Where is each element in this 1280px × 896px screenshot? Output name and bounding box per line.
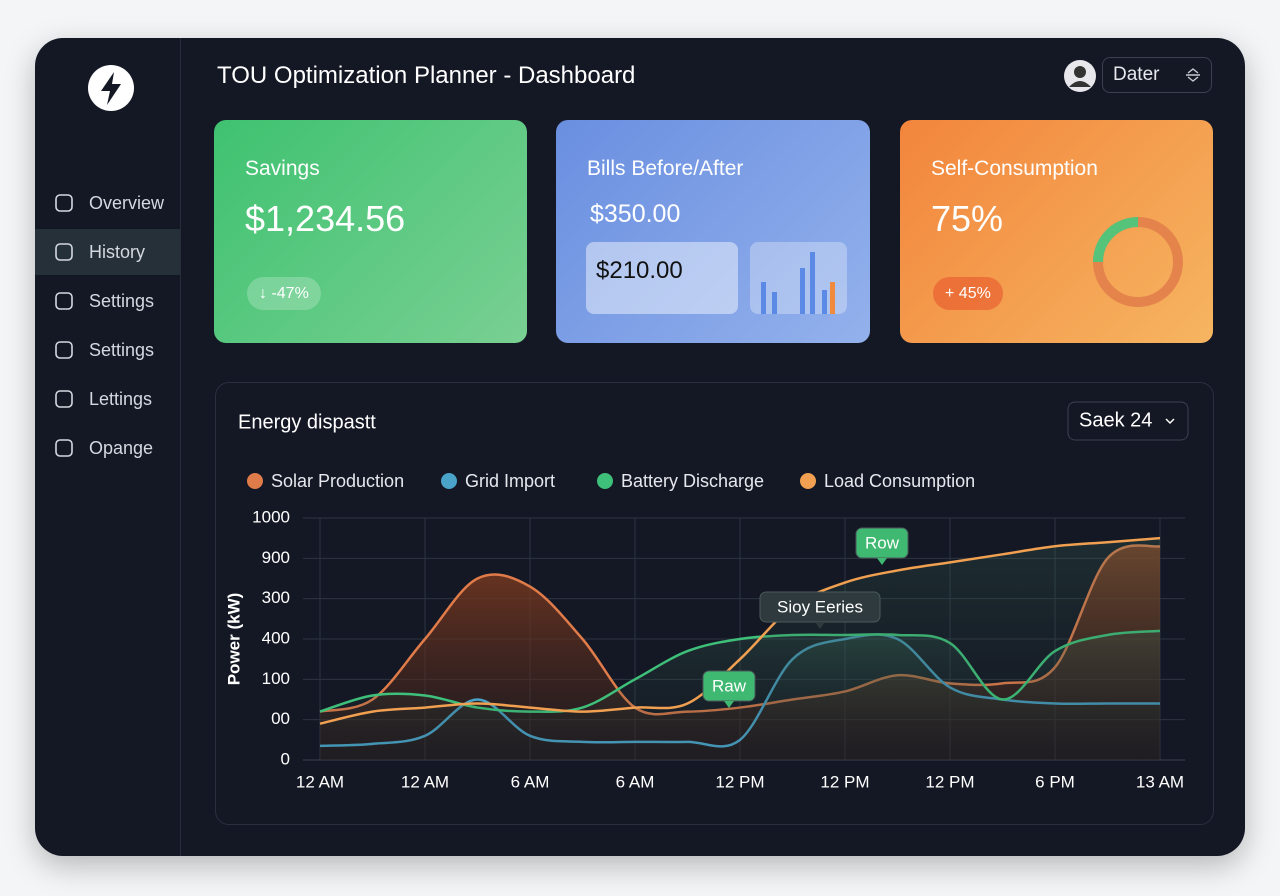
annotation-pointer [815,622,825,629]
select-arrow [1165,418,1175,425]
nav-label: Opange [89,438,154,458]
card-badge: ↓ -47% [247,277,321,310]
app-frame: Overview History Settings Settings Lettings O… [35,38,1245,856]
nav-item[interactable]: Settings [35,278,180,324]
nav-label: History [89,242,146,262]
card-value: 75% [931,198,1004,239]
nav-label: Settings [89,340,155,360]
legend-swatch [800,473,816,489]
x-tick-label: 13 AM [1136,772,1184,791]
chart-panel: Energy dispastt Saek 24 Power (kW) 0 00 10… [215,382,1214,825]
range-select[interactable] [1067,401,1189,441]
y-tick-label: 0 [281,749,290,768]
chart-title: Energy dispastt [238,411,376,433]
card-value: $1,234.56 [245,198,406,239]
y-tick-label: 900 [262,548,290,567]
y-axis-label: Power (kW) [224,593,243,686]
avatar[interactable] [1063,59,1097,93]
bills-card: Bills Before/After $350.00 $210.00 [556,120,870,343]
card-title: Savings [245,157,320,180]
x-tick-label: 12 PM [820,772,869,791]
annotation-text: Row [865,533,900,552]
nav-label: Overview [89,193,165,213]
x-tick-label: 12 PM [715,772,764,791]
legend-swatch [597,473,613,489]
range-label: Saek 24 [1079,409,1152,431]
x-tick-label: 12 AM [401,772,449,791]
annotation-text: Sioy Eeries [777,597,863,616]
card-value: $350.00 [590,200,681,228]
y-tick-label: 300 [262,588,290,607]
chart: Energy dispastt Saek 24 Power (kW) 00010… [224,401,1189,791]
x-tick-label: 6 AM [616,772,655,791]
x-tick-label: 12 PM [925,772,974,791]
legend-swatch [247,473,263,489]
card-badge: + 45% [933,277,1003,310]
nav-label: Settings [89,291,155,311]
nav-item[interactable]: Settings [35,327,180,373]
legend-label: Solar Production [271,471,404,491]
nav-icon [55,341,73,359]
nav-icon [55,243,73,261]
nav-item[interactable]: History [35,229,180,275]
legend-label: Grid Import [465,471,555,491]
annotation-pointer [724,701,734,708]
card-title: Self-Consumption [931,157,1098,180]
savings-card: Savings $1,234.56 ↓ -47% [214,120,527,343]
after-value: $210.00 [586,242,738,314]
x-tick-label: 6 PM [1035,772,1075,791]
nav-icon [55,194,73,212]
legend-label: Load Consumption [824,471,975,491]
select-icon [1186,68,1200,82]
page-title: TOU Optimization Planner - Dashboard [217,62,636,89]
card-title: Bills Before/After [587,157,744,180]
nav-item[interactable]: Lettings [35,376,180,422]
user-name: Dater [1113,64,1160,85]
nav-label: Lettings [89,389,153,409]
nav-icon [55,292,73,310]
nav-icon [55,390,73,408]
nav-icon [55,439,73,457]
self-consumption-card: Self-Consumption 75% + 45% [900,120,1213,343]
logo [88,65,134,111]
sidebar: Overview History Settings Settings Lettings O… [35,38,181,856]
x-tick-label: 12 AM [296,772,344,791]
mini-chart [750,242,847,314]
legend-label: Battery Discharge [621,471,764,491]
series-area [320,538,1160,760]
donut [1093,217,1183,307]
x-tick-label: 6 AM [511,772,550,791]
y-tick-label: 100 [262,669,290,688]
nav-item[interactable]: Opange [35,425,180,471]
user-select[interactable]: Dater [1102,57,1212,93]
series-line [319,536,1161,725]
annotation-pointer [877,558,887,565]
annotation-text: Raw [712,676,747,695]
y-tick-label: 00 [271,709,290,728]
legend-swatch [441,473,457,489]
nav-item[interactable]: Overview [35,180,180,226]
y-tick-label: 1000 [252,507,290,526]
y-tick-label: 400 [262,628,290,647]
